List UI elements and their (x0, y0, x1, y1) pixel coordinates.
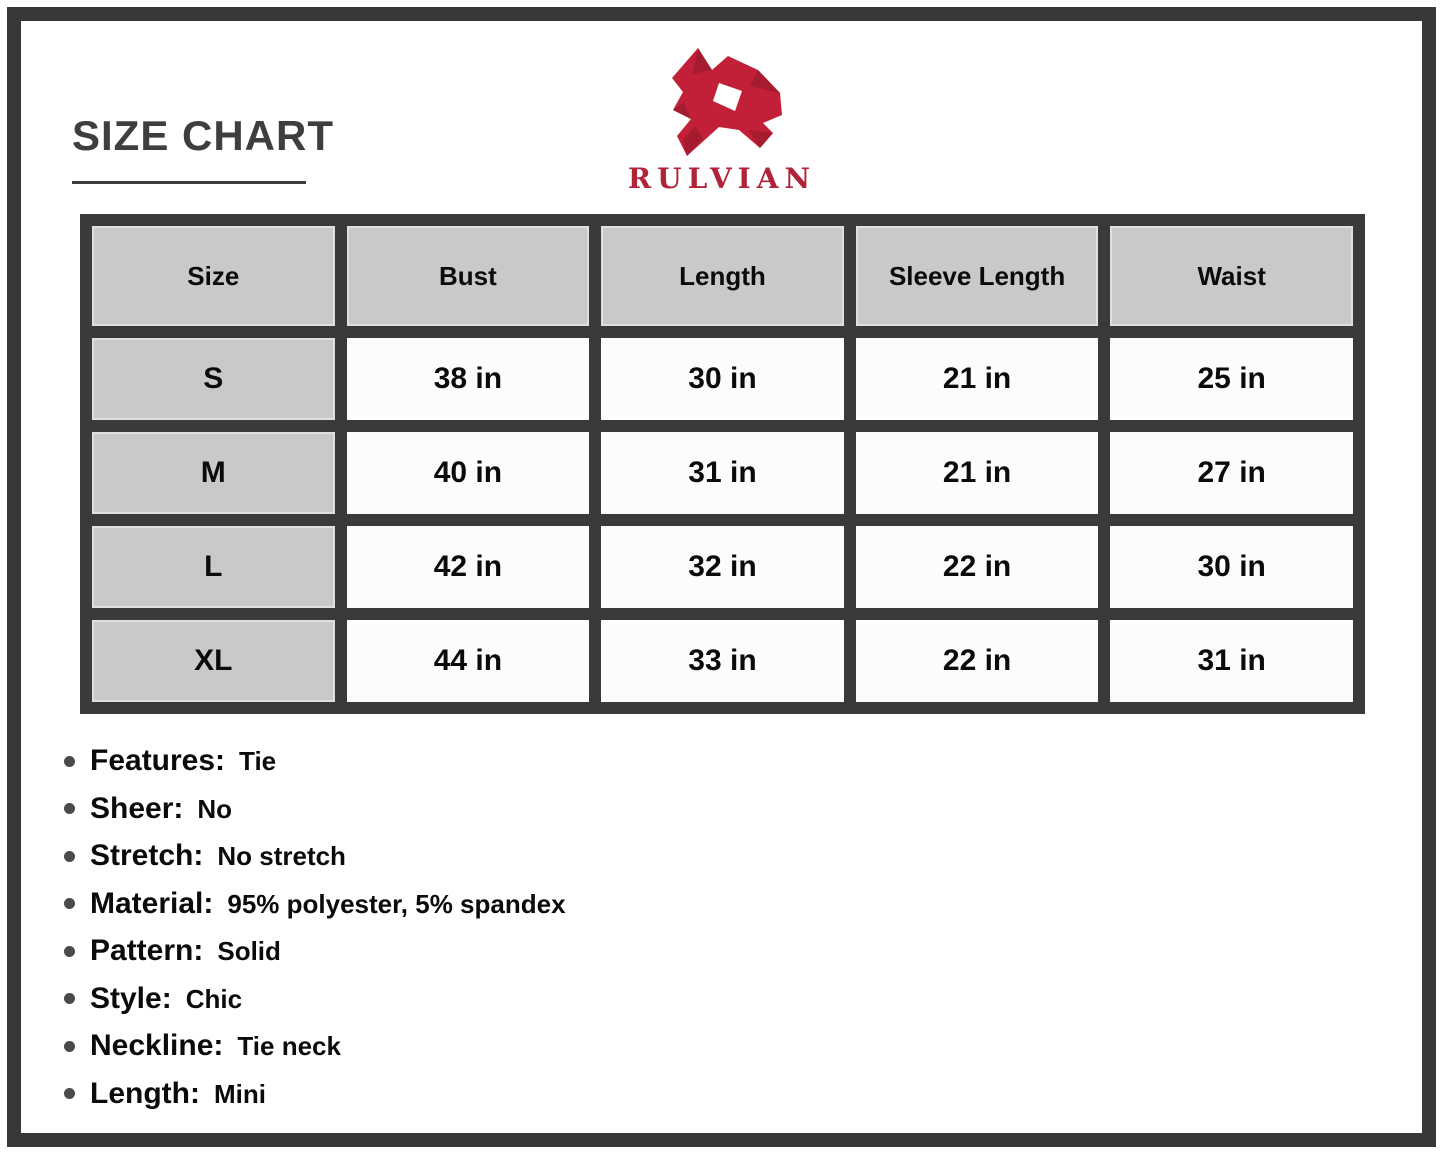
size-label: XL (92, 620, 335, 702)
bullet-icon (64, 850, 75, 862)
waist-value: 30 in (1110, 526, 1353, 608)
bullet-icon (64, 755, 75, 767)
detail-value: No (197, 793, 233, 824)
bust-value: 44 in (346, 620, 590, 702)
column-header-size: Size (92, 226, 335, 326)
table-row-m: M 40 in 31 in 21 in 27 in (92, 432, 1353, 514)
detail-item-neckline: Neckline: Tie neck (64, 1029, 566, 1063)
detail-value: Mini (213, 1078, 266, 1109)
sleeve-value: 22 in (855, 526, 1099, 608)
column-header-sleeve: Sleeve Length (855, 226, 1099, 326)
detail-label: Neckline: (90, 1029, 224, 1062)
detail-value: Tie (239, 746, 277, 776)
detail-value: Tie neck (237, 1031, 341, 1061)
bullet-icon (64, 1088, 75, 1099)
brand-name: RULVIAN (627, 162, 817, 195)
detail-item-features: Features: Tie (64, 744, 566, 778)
detail-value: 95% polyester, 5% spandex (227, 888, 566, 919)
detail-label: Length: (90, 1076, 200, 1110)
sleeve-value: 22 in (855, 620, 1099, 702)
bust-value: 38 in (346, 338, 590, 420)
size-label: S (92, 338, 335, 420)
length-value: 33 in (601, 620, 844, 702)
waist-value: 25 in (1110, 338, 1353, 420)
detail-label: Material: (90, 886, 214, 920)
detail-value: No stretch (217, 841, 346, 871)
detail-item-material: Material: 95% polyester, 5% spandex (64, 887, 566, 921)
size-chart-table: Size Bust Length Sleeve Length Waist S 3… (80, 214, 1365, 714)
waist-value: 31 in (1110, 620, 1353, 702)
column-header-length: Length (601, 226, 844, 326)
bullet-icon (64, 803, 75, 814)
detail-item-stretch: Stretch: No stretch (64, 839, 566, 873)
page-title: SIZE CHART (72, 112, 334, 159)
detail-item-style: Style: Chic (64, 982, 566, 1016)
bust-value: 40 in (346, 432, 590, 514)
rulvian-logo-icon (672, 48, 782, 156)
bullet-icon (64, 1040, 75, 1052)
bullet-icon (64, 898, 75, 909)
detail-label: Style: (90, 981, 172, 1015)
bullet-icon (64, 945, 75, 957)
table-row-s: S 38 in 30 in 21 in 25 in (92, 338, 1353, 420)
column-header-waist: Waist (1110, 226, 1353, 326)
detail-label: Pattern: (90, 934, 204, 967)
table-row-l: L 42 in 32 in 22 in 30 in (92, 526, 1353, 608)
column-header-bust: Bust (346, 226, 590, 326)
detail-label: Stretch: (90, 839, 204, 872)
size-label: L (92, 526, 335, 608)
detail-value: Chic (185, 983, 243, 1014)
detail-value: Solid (217, 936, 281, 966)
detail-item-length: Length: Mini (64, 1077, 566, 1111)
title-underline (72, 181, 306, 184)
sleeve-value: 21 in (855, 338, 1099, 420)
length-value: 31 in (601, 432, 844, 514)
product-details-list: Features: Tie Sheer: No Stretch: No stre… (64, 744, 566, 1124)
table-row-xl: XL 44 in 33 in 22 in 31 in (92, 620, 1353, 702)
detail-item-pattern: Pattern: Solid (64, 934, 566, 968)
size-label: M (92, 432, 335, 514)
header-row: Size Bust Length Sleeve Length Waist (92, 226, 1353, 326)
detail-label: Sheer: (90, 791, 184, 825)
detail-label: Features: (90, 744, 226, 777)
bust-value: 42 in (346, 526, 590, 608)
waist-value: 27 in (1110, 432, 1353, 514)
length-value: 30 in (601, 338, 844, 420)
bullet-icon (64, 993, 75, 1004)
length-value: 32 in (601, 526, 844, 608)
sleeve-value: 21 in (855, 432, 1099, 514)
detail-item-sheer: Sheer: No (64, 792, 566, 826)
